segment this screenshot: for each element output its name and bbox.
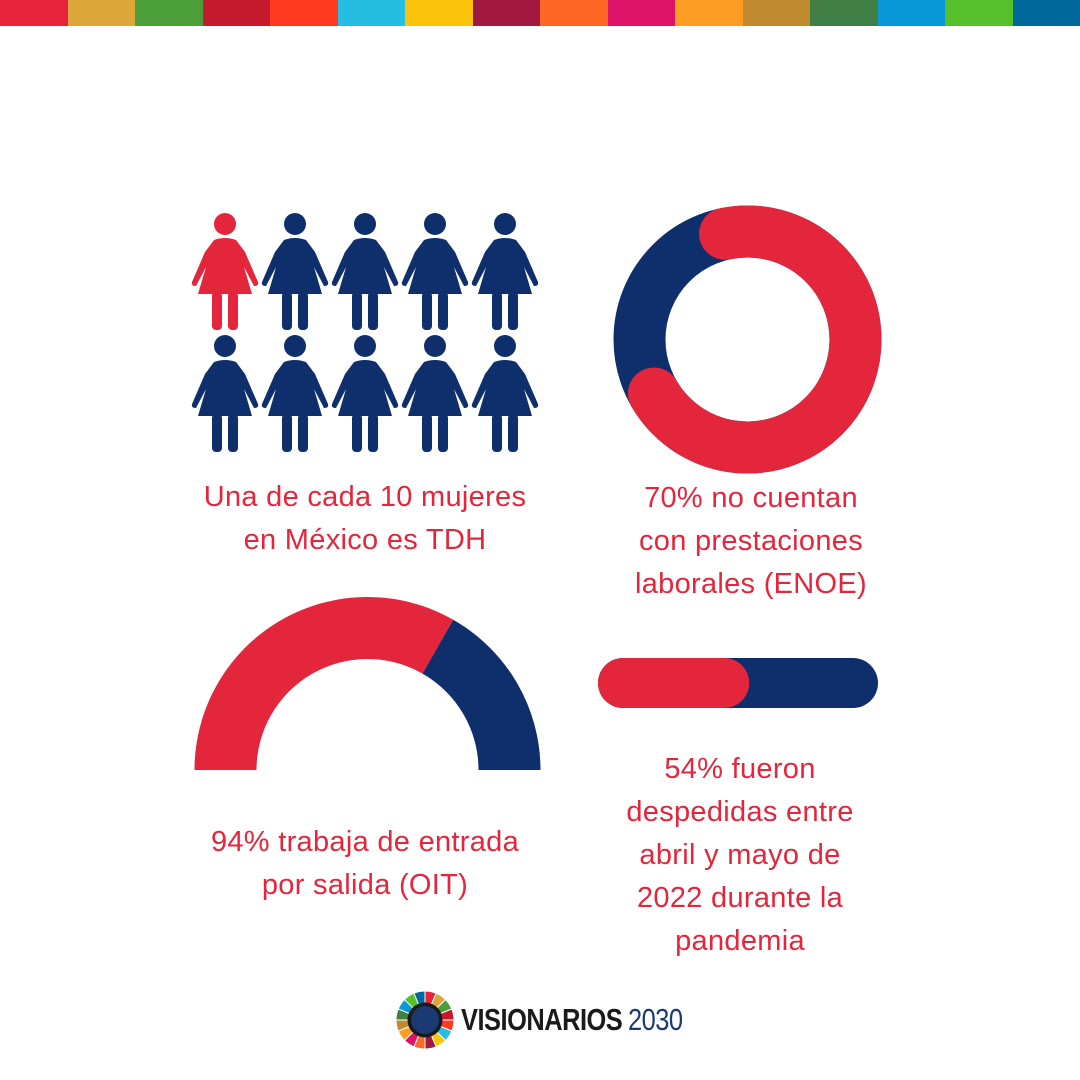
sdg-color-stripe xyxy=(0,0,1080,26)
stripe-segment xyxy=(540,0,608,26)
woman-icon xyxy=(401,335,469,452)
bar-caption: 54% fueron despedidas entre abril y mayo… xyxy=(595,748,885,963)
stripe-segment xyxy=(1012,0,1080,26)
stripe-segment xyxy=(742,0,810,26)
stripe-segment xyxy=(270,0,338,26)
women-caption-line-2: en México es TDH xyxy=(243,524,487,556)
gauge-remainder-arc xyxy=(422,619,541,770)
semicircle-gauge xyxy=(194,597,541,770)
woman-icon xyxy=(191,213,259,330)
gauge-caption-line-2: por salida (OIT) xyxy=(261,869,469,901)
stripe-segment xyxy=(67,0,135,26)
stripe-segment xyxy=(945,0,1013,26)
stripe-segment xyxy=(405,0,473,26)
progress-fill xyxy=(598,658,750,708)
donut-caption-line-3: laborales (ENOE) xyxy=(634,568,868,600)
donut-caption: 70% no cuentan con prestaciones laborale… xyxy=(596,477,906,606)
woman-icon xyxy=(471,213,539,330)
stripe-segment xyxy=(877,0,945,26)
stripe-segment xyxy=(472,0,540,26)
visionarios-logo: VISIONARIOS 2030 xyxy=(395,988,694,1052)
woman-icon xyxy=(191,335,259,452)
woman-icon xyxy=(261,335,329,452)
women-pictogram xyxy=(190,210,550,460)
progress-bar xyxy=(598,658,878,708)
women-caption: Una de cada 10 mujeres en México es TDH xyxy=(175,476,555,562)
stripe-segment xyxy=(202,0,270,26)
bar-caption-line-1: 54% fueron xyxy=(664,753,816,785)
logo-wordmark: VISIONARIOS 2030 xyxy=(461,1002,694,1038)
gauge-value-arc xyxy=(194,597,454,770)
woman-icon xyxy=(261,213,329,330)
stripe-segment xyxy=(607,0,675,26)
woman-icon xyxy=(331,213,399,330)
stripe-segment xyxy=(675,0,743,26)
bar-caption-line-4: 2022 durante la xyxy=(636,882,844,914)
donut-value-arc xyxy=(627,205,882,474)
women-caption-line-1: Una de cada 10 mujeres xyxy=(203,481,527,513)
bar-caption-line-5: pandemia xyxy=(675,925,805,957)
logo-year: 2030 xyxy=(627,1002,683,1037)
sdg-wheel-icon xyxy=(395,990,455,1050)
donut-caption-line-1: 70% no cuentan xyxy=(644,482,858,514)
woman-icon xyxy=(401,213,469,330)
woman-icon xyxy=(471,335,539,452)
gauge-caption: 94% trabaja de entrada por salida (OIT) xyxy=(175,821,555,907)
bar-caption-line-3: abril y mayo de xyxy=(639,839,841,871)
stripe-segment xyxy=(337,0,405,26)
woman-icon xyxy=(331,335,399,452)
donut-caption-line-2: con prestaciones xyxy=(638,525,864,557)
gauge-caption-line-1: 94% trabaja de entrada xyxy=(210,826,520,858)
logo-name: VISIONARIOS xyxy=(461,1002,623,1037)
stripe-segment xyxy=(135,0,203,26)
stripe-segment xyxy=(0,0,68,26)
bar-caption-line-2: despedidas entre xyxy=(626,796,854,828)
stripe-segment xyxy=(810,0,878,26)
donut-chart xyxy=(613,205,882,474)
